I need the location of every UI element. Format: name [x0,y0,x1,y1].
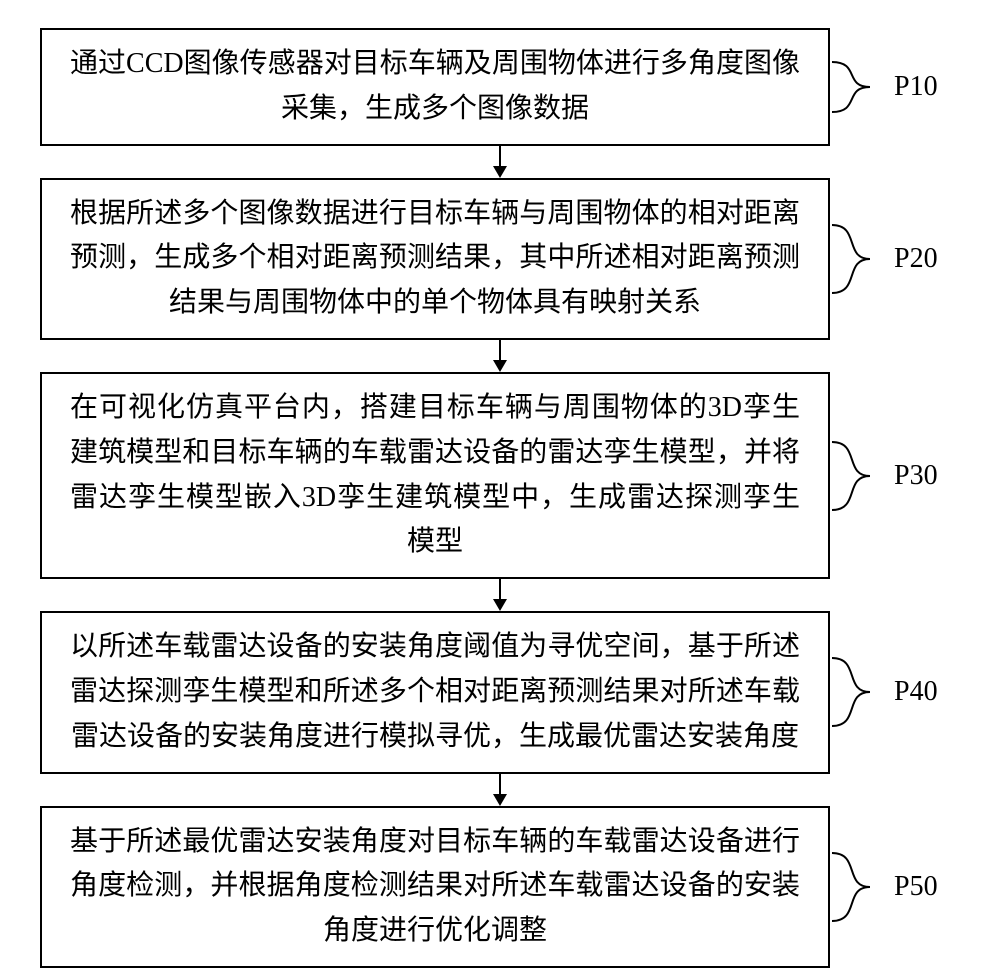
step-box-P50: 基于所述最优雷达安装角度对目标车辆的车载雷达设备进行角度检测，并根据角度检测结果… [40,806,830,968]
step-label: P50 [894,871,938,903]
arrow-down-icon [105,579,895,611]
arrow-down-icon [105,146,895,178]
step-row-P50: 基于所述最优雷达安装角度对目标车辆的车载雷达设备进行角度检测，并根据角度检测结果… [40,806,960,968]
step-label: P10 [894,71,938,103]
curly-bracket-icon [830,223,892,295]
step-tag-P50: P50 [830,851,960,923]
flowchart-column: 通过CCD图像传感器对目标车辆及周围物体进行多角度图像采集，生成多个图像数据 P… [40,28,960,968]
step-box-P30: 在可视化仿真平台内，搭建目标车辆与周围物体的3D孪生建筑模型和目标车辆的车载雷达… [40,372,830,579]
arrow-down-icon [105,774,895,806]
step-tag-P20: P20 [830,223,960,295]
step-row-P10: 通过CCD图像传感器对目标车辆及周围物体进行多角度图像采集，生成多个图像数据 P… [40,28,960,146]
step-label: P40 [894,676,938,708]
step-row-P30: 在可视化仿真平台内，搭建目标车辆与周围物体的3D孪生建筑模型和目标车辆的车载雷达… [40,372,960,579]
arrow-down-icon [105,340,895,372]
step-tag-P10: P10 [830,60,960,114]
step-row-P20: 根据所述多个图像数据进行目标车辆与周围物体的相对距离预测，生成多个相对距离预测结… [40,178,960,340]
step-box-P40: 以所述车载雷达设备的安装角度阈值为寻优空间，基于所述雷达探测孪生模型和所述多个相… [40,611,830,773]
step-label: P20 [894,243,938,275]
curly-bracket-icon [830,656,892,728]
curly-bracket-icon [830,60,892,114]
step-tag-P40: P40 [830,656,960,728]
curly-bracket-icon [830,440,892,512]
step-row-P40: 以所述车载雷达设备的安装角度阈值为寻优空间，基于所述雷达探测孪生模型和所述多个相… [40,611,960,773]
step-tag-P30: P30 [830,440,960,512]
step-box-P10: 通过CCD图像传感器对目标车辆及周围物体进行多角度图像采集，生成多个图像数据 [40,28,830,146]
step-label: P30 [894,460,938,492]
curly-bracket-icon [830,851,892,923]
step-box-P20: 根据所述多个图像数据进行目标车辆与周围物体的相对距离预测，生成多个相对距离预测结… [40,178,830,340]
